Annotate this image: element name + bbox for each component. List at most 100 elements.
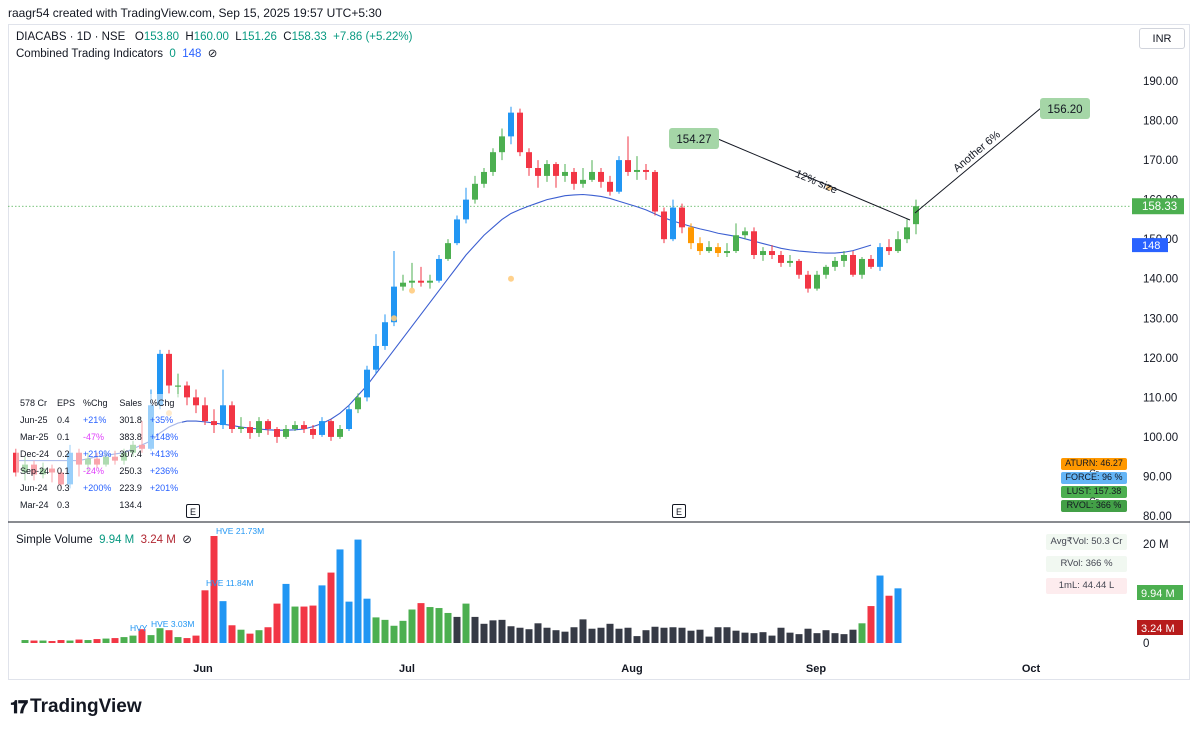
price-tick-label: 180.00 (1143, 116, 1178, 128)
candle-body (445, 243, 451, 259)
volume-bar (435, 608, 443, 643)
volume-bar (228, 625, 236, 643)
candle-body (526, 152, 532, 168)
fund-cell: Jun-24 (20, 482, 48, 493)
eye-off-icon[interactable]: ⊘ (182, 534, 192, 546)
volume-bar (516, 627, 524, 643)
candle-body (472, 183, 478, 200)
fund-cell: -47% (83, 431, 105, 442)
volume-bar (219, 601, 227, 643)
candle-body (283, 429, 289, 437)
volume-indicator-name[interactable]: Simple Volume (16, 534, 93, 546)
indicator-name[interactable]: Combined Trading Indicators (16, 48, 164, 60)
volume-bar (489, 620, 497, 643)
price-tick-label: 110.00 (1143, 392, 1177, 404)
fund-cell: +21% (83, 414, 107, 425)
candle-body (211, 421, 217, 426)
price-tick-label: 140.00 (1143, 274, 1178, 286)
candle-body (454, 219, 460, 244)
candle-body (733, 235, 739, 252)
volume-bar (21, 640, 29, 643)
candle-body (193, 397, 199, 406)
candle-body (544, 164, 550, 176)
volume-bar (615, 628, 623, 643)
earnings-marker[interactable]: E (672, 504, 686, 518)
volume-legend[interactable]: Simple Volume 9.94 M 3.24 M ⊘ (16, 532, 192, 546)
fund-cell: Mar-24 (20, 499, 49, 510)
candle-body (751, 231, 757, 255)
time-axis-label: Sep (806, 663, 826, 675)
indicator-legend[interactable]: Combined Trading Indicators 0 148 ⊘ (16, 46, 217, 60)
volume-tick-label: 0 (1143, 638, 1149, 650)
rvol-volume-stat: RVol: 366 % (1046, 556, 1127, 572)
candle-body (823, 266, 829, 275)
candle-body (814, 274, 820, 289)
volume-bar (210, 536, 218, 643)
price-tick-label: 170.00 (1143, 155, 1178, 167)
currency-button[interactable]: INR (1139, 28, 1185, 49)
volume-bar (561, 631, 569, 643)
fund-cell (146, 496, 182, 513)
volume-bar (48, 641, 56, 643)
volume-bar (876, 575, 884, 643)
table-row: Dec-24 0.2 +219% 307.4 +413% (16, 445, 182, 462)
volume-bar (300, 606, 308, 643)
volume-bar (129, 635, 137, 643)
close-label: C (283, 31, 292, 43)
table-row: Mar-25 0.1 -47% 383.8 +148% (16, 428, 182, 445)
volume-value-1: 9.94 M (99, 534, 135, 546)
volume-bar (201, 590, 209, 643)
fund-header-cell: %Chg (83, 397, 108, 408)
volume-bar (579, 619, 587, 643)
candle-body (859, 258, 865, 275)
volume-bar (372, 617, 380, 643)
fund-cell: +200% (83, 482, 112, 493)
candle-body (589, 171, 595, 180)
candle-body (868, 258, 874, 267)
volume-bar (849, 629, 857, 643)
candle-body (553, 164, 559, 176)
volume-bar (336, 549, 344, 643)
volume-bar (345, 601, 353, 643)
candle-body (166, 353, 172, 386)
volume-bar (696, 629, 704, 643)
volume-bar (147, 635, 155, 643)
volume-last-tag-label: 3.24 M (1141, 623, 1175, 635)
candle-body (571, 171, 577, 184)
volume-bar (786, 632, 794, 643)
volume-bar (777, 627, 785, 643)
candle-body (202, 405, 208, 422)
volume-bar (381, 619, 389, 643)
candle-body (328, 421, 334, 437)
earnings-marker[interactable]: E (186, 504, 200, 518)
candle-body (652, 171, 658, 212)
volume-bar (705, 636, 713, 643)
volume-bar (804, 628, 812, 643)
volume-bar (714, 627, 722, 643)
fundamentals-table: 578 Cr EPS %Chg Sales %Chg Jun-25 0.4 +21%… (16, 394, 183, 513)
symbol-legend[interactable]: DIACABS · 1D · NSE O153.80 H160.00 L151.… (16, 31, 412, 43)
volume-bar (687, 630, 695, 643)
symbol-name[interactable]: DIACABS · 1D · NSE (16, 31, 126, 43)
fund-cell: 0.1 (57, 465, 70, 476)
last-price-tag-label: 158.33 (1142, 201, 1177, 213)
volume-bar (390, 625, 398, 643)
candle-body (427, 280, 433, 283)
volume-bar (732, 630, 740, 643)
candle-body (481, 171, 487, 184)
candle-body (436, 258, 442, 281)
candle-body (769, 251, 775, 255)
volume-bar (156, 628, 164, 643)
volume-bar (399, 620, 407, 643)
volume-bar (750, 633, 758, 643)
fund-cell: +148% (149, 431, 179, 442)
volume-bar (174, 637, 182, 643)
eye-off-icon[interactable]: ⊘ (207, 48, 218, 60)
fund-cell: 0.4 (57, 414, 70, 425)
volume-bar (444, 612, 452, 643)
volume-annotation: HVE 11.84M (206, 578, 254, 588)
candle-body (742, 231, 748, 236)
volume-bar (570, 627, 578, 643)
candle-body (310, 429, 316, 435)
